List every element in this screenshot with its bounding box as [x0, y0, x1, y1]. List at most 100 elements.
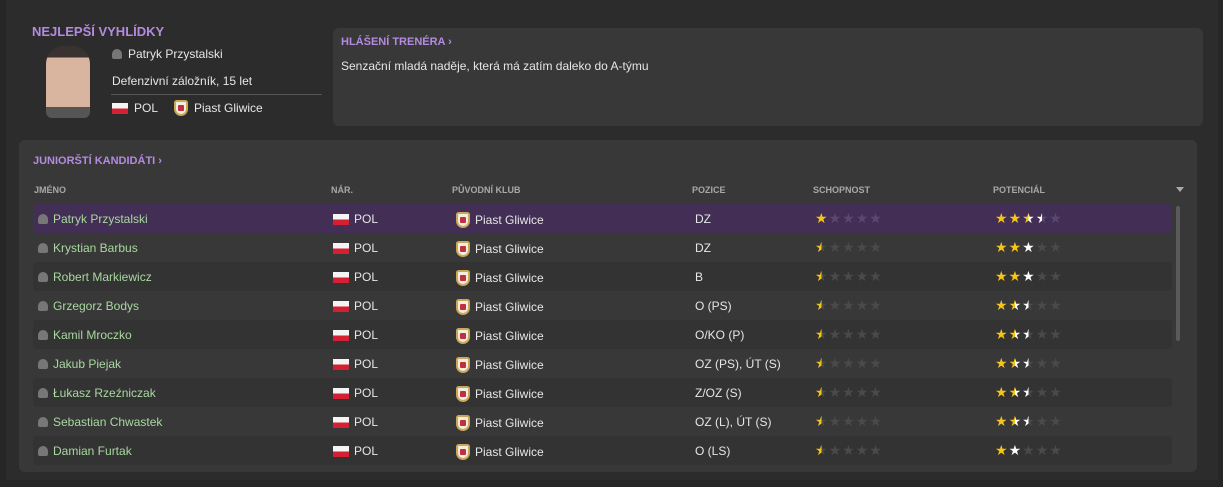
person-icon — [38, 214, 48, 224]
table-row[interactable]: Damian Furtak POL Piast Gliwice O (LS) ★… — [33, 436, 1172, 465]
star-icon: ★ — [1022, 442, 1035, 458]
position: OZ (L), ÚT (S) — [695, 415, 772, 429]
star-icon: ★ — [842, 210, 855, 226]
origin-club[interactable]: Piast Gliwice — [475, 416, 544, 430]
club[interactable]: Piast Gliwice — [194, 101, 263, 115]
star-icon: ★ — [1035, 413, 1049, 429]
player-name[interactable]: Krystian Barbus — [53, 241, 138, 255]
scrollbar[interactable] — [1176, 206, 1180, 341]
poland-flag-icon — [333, 358, 349, 370]
star-icon: ★ — [1008, 239, 1022, 255]
ability-stars: ★ ★ ★ ★ ★ — [815, 443, 882, 457]
col-ability[interactable]: SCHOPNOST — [813, 185, 871, 195]
star-icon: ★ — [869, 297, 882, 313]
potential-stars: ★ ★ ★ ★ ★ — [995, 298, 1062, 312]
col-potential[interactable]: POTENCIÁL — [993, 185, 1046, 195]
origin-club[interactable]: Piast Gliwice — [475, 300, 544, 314]
star-icon: ★ — [1049, 297, 1062, 313]
coach-report-link[interactable]: HLÁŠENÍ TRENÉRA › — [341, 36, 452, 48]
player-name[interactable]: Patryk Przystalski — [53, 212, 148, 226]
star-icon: ★ — [815, 355, 828, 371]
player-name[interactable]: Jakub Piejak — [53, 357, 122, 371]
poland-flag-icon — [333, 329, 349, 341]
person-icon — [38, 417, 48, 427]
nationality: POL — [354, 415, 379, 429]
position: O (LS) — [695, 444, 731, 458]
star-icon: ★ — [815, 413, 828, 429]
person-icon — [38, 301, 48, 311]
star-icon: ★ — [855, 268, 869, 284]
nationality: POL — [354, 270, 379, 284]
star-icon: ★ — [855, 239, 869, 255]
star-icon: ★ — [995, 326, 1008, 342]
star-icon: ★ — [995, 268, 1008, 284]
col-nationality[interactable]: NÁR. — [331, 185, 353, 195]
star-icon: ★ — [815, 326, 828, 342]
star-icon: ★ — [815, 384, 828, 400]
person-icon — [38, 359, 48, 369]
origin-club[interactable]: Piast Gliwice — [475, 387, 544, 401]
player-name[interactable]: Sebastian Chwastek — [53, 415, 163, 429]
prospect-name[interactable]: Patryk Przystalski — [112, 47, 223, 61]
star-icon: ★ — [869, 268, 882, 284]
col-origin-club[interactable]: PŮVODNÍ KLUB — [452, 185, 521, 195]
star-icon: ★ — [828, 239, 842, 255]
star-icon: ★ — [1035, 297, 1049, 313]
star-icon: ★ — [1049, 239, 1062, 255]
table-row[interactable]: Łukasz Rzeźniczak POL Piast Gliwice Z/OZ… — [33, 378, 1172, 407]
player-portrait[interactable] — [46, 46, 90, 118]
star-icon: ★ — [828, 268, 842, 284]
table-row[interactable]: Patryk Przystalski POL Piast Gliwice DZ … — [33, 204, 1172, 233]
player-name[interactable]: Łukasz Rzeźniczak — [53, 386, 156, 400]
star-icon: ★ — [1022, 239, 1035, 255]
col-name[interactable]: JMÉNO — [34, 185, 67, 195]
person-icon — [112, 49, 122, 59]
ability-stars: ★ ★ ★ ★ ★ — [815, 240, 882, 254]
table-row[interactable]: Grzegorz Bodys POL Piast Gliwice O (PS) … — [33, 291, 1172, 320]
nation[interactable]: POL — [134, 101, 159, 115]
star-icon: ★ — [1008, 384, 1022, 400]
star-icon: ★ — [1008, 442, 1022, 458]
table-row[interactable]: Sebastian Chwastek POL Piast Gliwice OZ … — [33, 407, 1172, 436]
star-icon: ★ — [828, 210, 842, 226]
star-icon: ★ — [1049, 210, 1062, 226]
origin-club[interactable]: Piast Gliwice — [475, 358, 544, 372]
star-icon: ★ — [828, 384, 842, 400]
star-icon: ★ — [995, 442, 1008, 458]
poland-flag-icon — [333, 213, 349, 225]
table-row[interactable]: Kamil Mroczko POL Piast Gliwice O/KO (P)… — [33, 320, 1172, 349]
club-crest-icon — [174, 100, 189, 116]
player-name[interactable]: Kamil Mroczko — [53, 328, 132, 342]
player-name[interactable]: Damian Furtak — [53, 444, 132, 458]
table-row[interactable]: Jakub Piejak POL Piast Gliwice OZ (PS), … — [33, 349, 1172, 378]
potential-stars: ★ ★ ★ ★ ★ — [995, 327, 1062, 341]
position: O (PS) — [695, 299, 732, 313]
table-row[interactable]: Robert Markiewicz POL Piast Gliwice B ★ ★… — [33, 262, 1172, 291]
player-name[interactable]: Robert Markiewicz — [53, 270, 152, 284]
star-icon: ★ — [1035, 442, 1049, 458]
star-icon: ★ — [828, 297, 842, 313]
player-name[interactable]: Grzegorz Bodys — [53, 299, 140, 313]
star-icon: ★ — [995, 413, 1008, 429]
star-icon: ★ — [842, 268, 855, 284]
col-position[interactable]: POZICE — [692, 185, 726, 195]
star-icon: ★ — [1049, 355, 1062, 371]
star-icon: ★ — [855, 413, 869, 429]
star-icon: ★ — [828, 413, 842, 429]
potential-stars: ★ ★ ★ ★ ★ — [995, 443, 1062, 457]
column-menu-icon[interactable] — [1176, 187, 1184, 192]
origin-club[interactable]: Piast Gliwice — [475, 242, 544, 256]
origin-club[interactable]: Piast Gliwice — [475, 271, 544, 285]
nationality: POL — [354, 444, 379, 458]
star-icon: ★ — [815, 210, 828, 226]
prospect-name-link[interactable]: Patryk Przystalski — [128, 47, 223, 61]
junior-candidates-link[interactable]: JUNIORŠTÍ KANDIDÁTI › — [33, 155, 162, 167]
prospect-position-age: Defenzivní záložník, 15 let — [112, 74, 253, 88]
origin-club[interactable]: Piast Gliwice — [475, 213, 544, 227]
club-crest-icon — [456, 328, 470, 344]
origin-club[interactable]: Piast Gliwice — [475, 445, 544, 459]
ability-stars: ★ ★ ★ ★ ★ — [815, 269, 882, 283]
table-row[interactable]: Krystian Barbus POL Piast Gliwice DZ ★ ★ ★… — [33, 233, 1172, 262]
star-icon: ★ — [842, 239, 855, 255]
origin-club[interactable]: Piast Gliwice — [475, 329, 544, 343]
